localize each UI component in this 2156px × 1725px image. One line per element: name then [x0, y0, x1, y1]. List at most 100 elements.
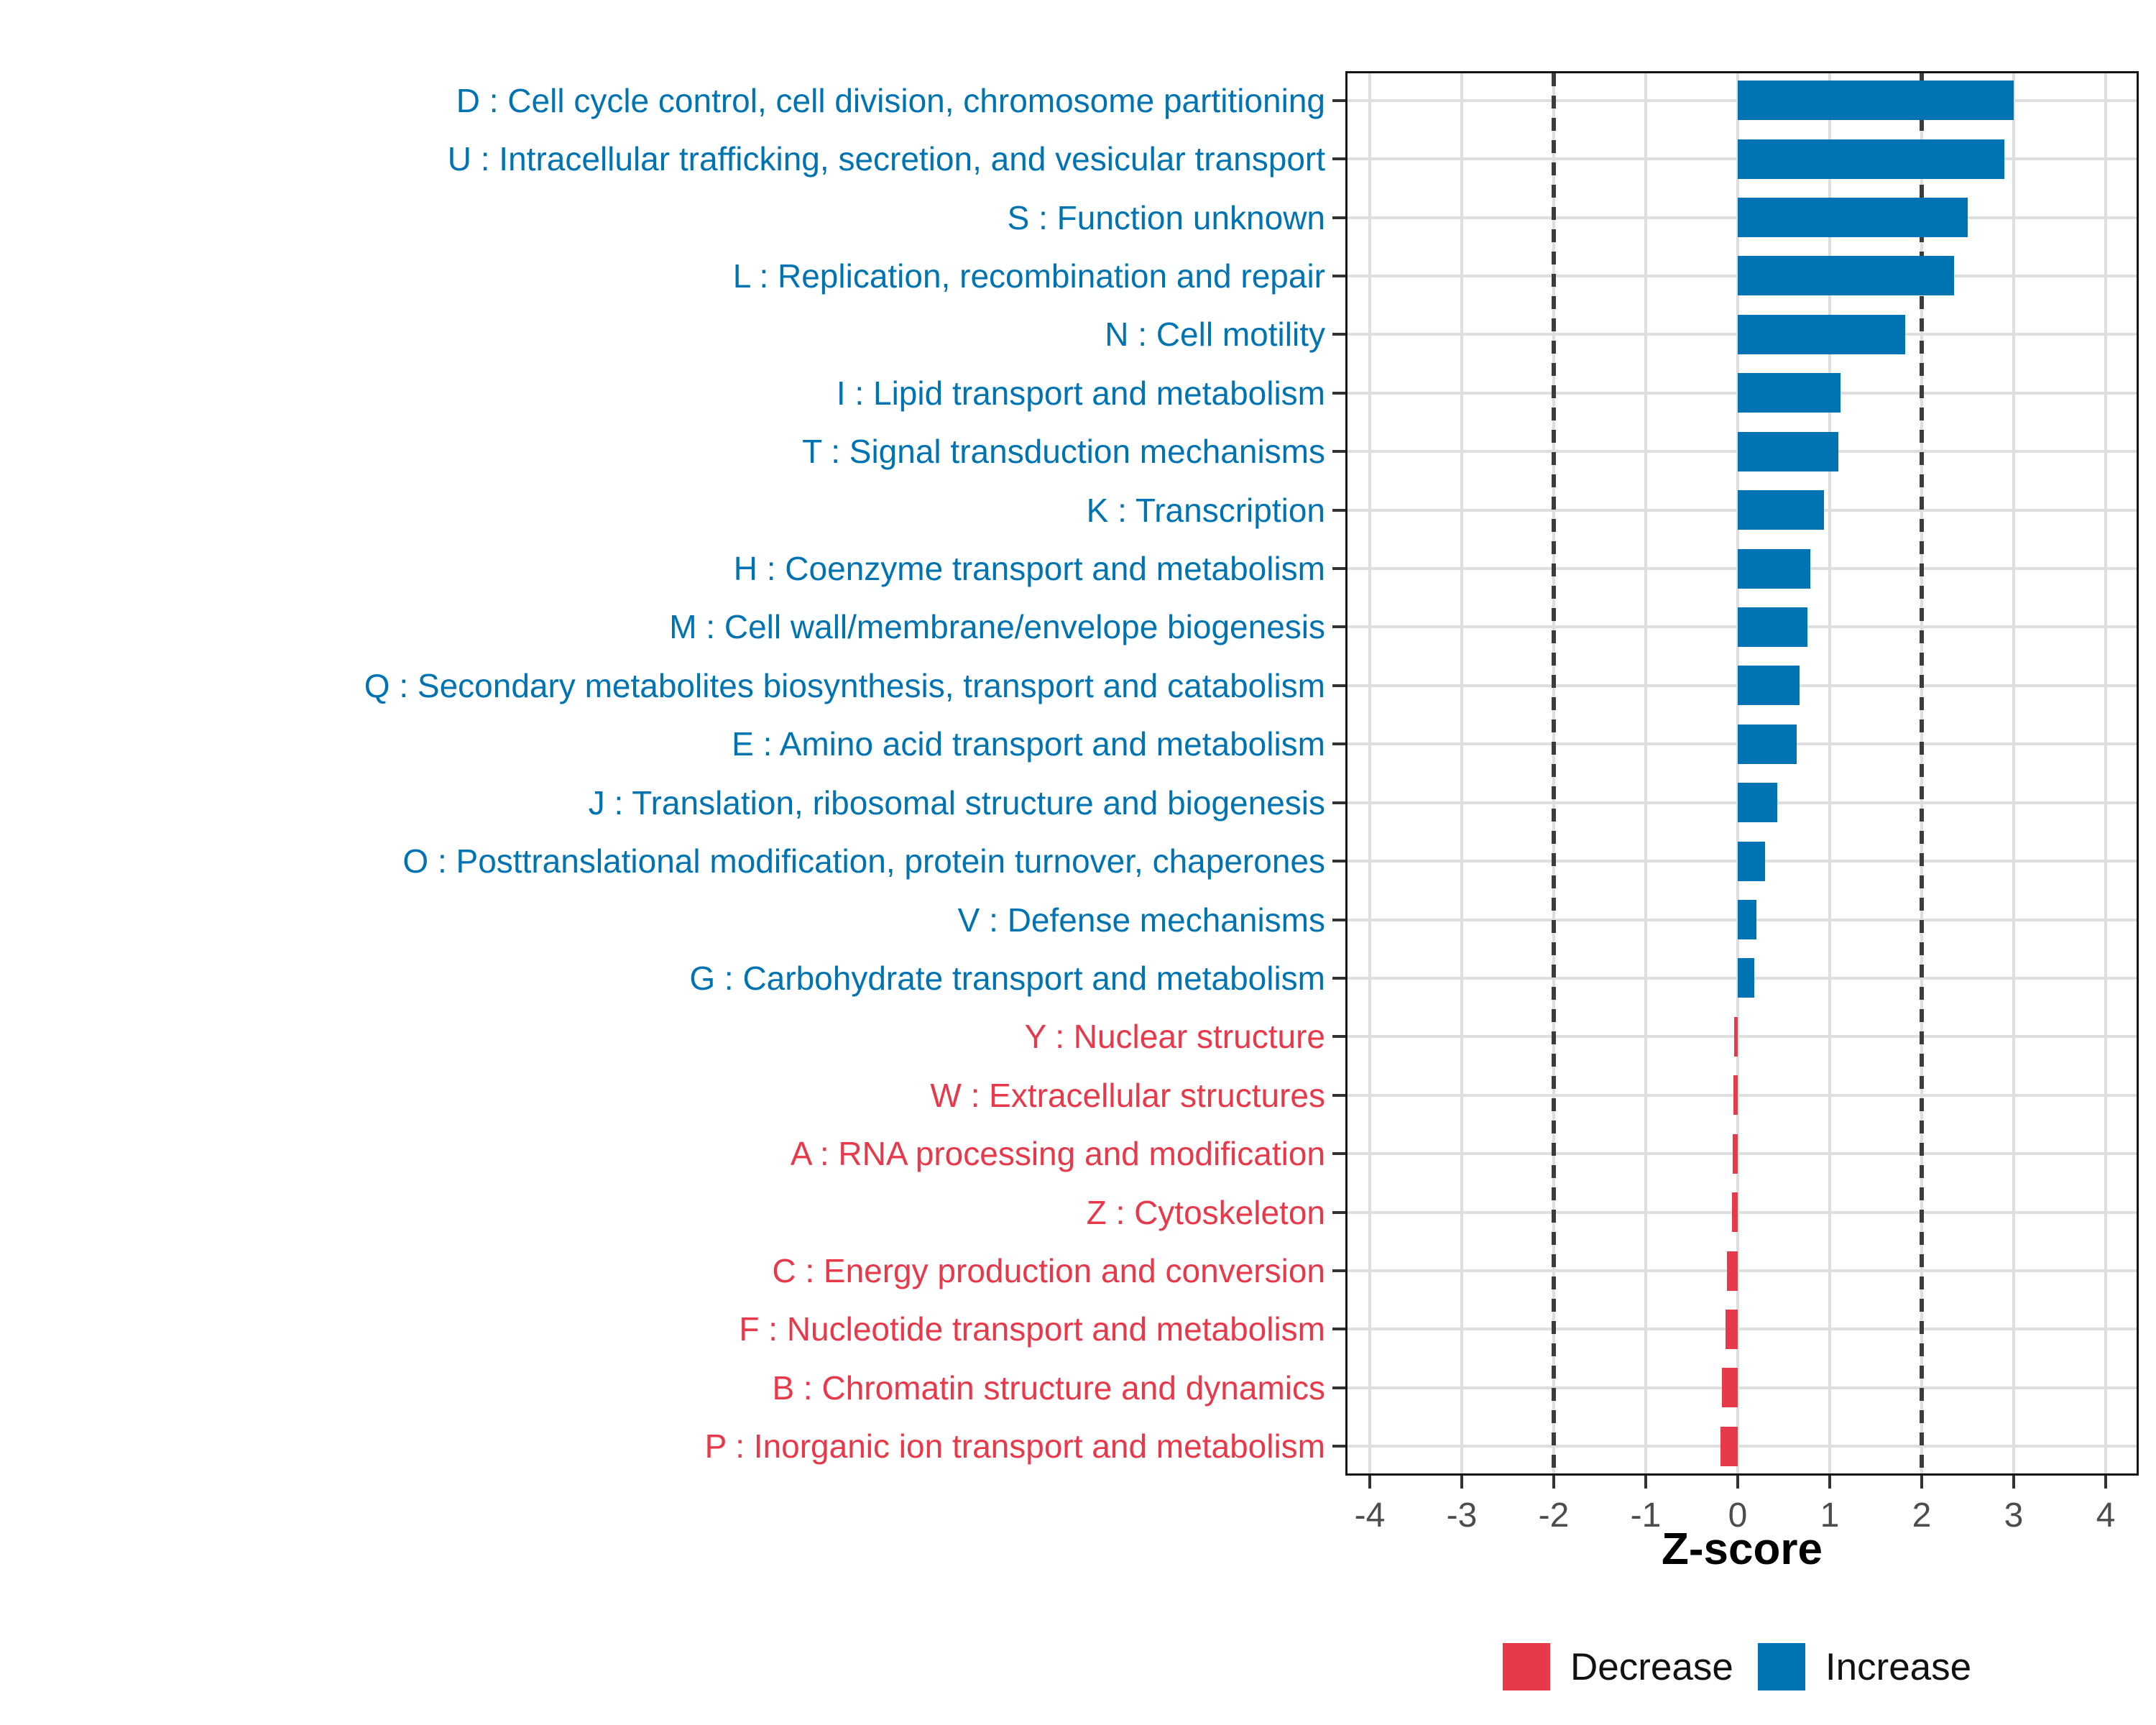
y-axis-tick — [1332, 1386, 1345, 1389]
y-axis-tick — [1332, 742, 1345, 746]
y-axis-label-E: E : Amino acid transport and metabolism — [732, 725, 1325, 763]
x-axis-tick — [1920, 1476, 1923, 1489]
x-axis-tick-label: 4 — [2096, 1496, 2116, 1535]
bar-W — [1733, 1075, 1738, 1116]
x-axis-title: Z-score — [1662, 1524, 1823, 1574]
bar-A — [1732, 1133, 1738, 1174]
x-axis-tick-label: -3 — [1446, 1496, 1478, 1535]
bar-S — [1738, 198, 1968, 238]
bar-K — [1738, 490, 1825, 530]
gridline-horizontal — [1348, 1269, 2137, 1273]
dashed-line-minus2 — [1552, 73, 1556, 1473]
legend-item-decrease: Decrease — [1503, 1643, 1733, 1690]
y-axis-tick — [1332, 684, 1345, 687]
gridline-vertical — [1460, 73, 1463, 1473]
y-axis-label-Y: Y : Nuclear structure — [1024, 1018, 1325, 1056]
y-axis-label-O: O : Posttranslational modification, prot… — [402, 842, 1325, 880]
x-axis-tick-label: -2 — [1538, 1496, 1570, 1535]
y-axis-label-F: F : Nucleotide transport and metabolism — [739, 1310, 1325, 1348]
y-axis-tick — [1332, 157, 1345, 161]
bar-T — [1738, 431, 1838, 472]
legend-label-increase: Increase — [1825, 1645, 1972, 1688]
x-axis-tick-label: 3 — [2004, 1496, 2024, 1535]
y-axis-label-P: P : Inorganic ion transport and metaboli… — [704, 1427, 1325, 1466]
y-axis-label-W: W : Extracellular structures — [930, 1076, 1325, 1114]
y-axis-label-M: M : Cell wall/membrane/envelope biogenes… — [669, 608, 1325, 646]
y-axis-tick — [1332, 860, 1345, 863]
y-axis-label-Z: Z : Cytoskeleton — [1086, 1193, 1325, 1231]
x-axis-tick-label: 0 — [1728, 1496, 1748, 1535]
x-axis-tick — [1828, 1476, 1831, 1489]
x-axis-tick — [2012, 1476, 2015, 1489]
x-axis-tick — [1736, 1476, 1739, 1489]
y-axis-label-C: C : Energy production and conversion — [772, 1252, 1325, 1290]
x-axis-tick — [1552, 1476, 1555, 1489]
dashed-line-plus2 — [1920, 73, 1924, 1473]
y-axis-tick — [1332, 1445, 1345, 1448]
y-axis-label-U: U : Intracellular trafficking, secretion… — [447, 140, 1325, 178]
y-axis-tick — [1332, 918, 1345, 921]
y-axis-label-K: K : Transcription — [1086, 491, 1325, 529]
bar-Q — [1738, 666, 1800, 706]
y-axis-label-T: T : Signal transduction mechanisms — [802, 433, 1325, 471]
y-axis-label-S: S : Function unknown — [1007, 198, 1325, 236]
bar-N — [1738, 314, 1905, 354]
y-axis-label-Q: Q : Secondary metabolites biosynthesis, … — [364, 666, 1325, 704]
y-axis-label-H: H : Coenzyme transport and metabolism — [733, 550, 1325, 588]
y-axis-tick — [1332, 1152, 1345, 1156]
x-axis-tick — [1368, 1476, 1371, 1489]
gridline-vertical — [1828, 73, 1831, 1473]
bar-H — [1738, 548, 1811, 589]
y-axis-label-L: L : Replication, recombination and repai… — [732, 257, 1325, 295]
plot-panel — [1345, 71, 2139, 1476]
bar-L — [1738, 256, 1954, 296]
y-axis-tick — [1332, 625, 1345, 629]
y-axis-tick — [1332, 508, 1345, 512]
y-axis-tick — [1332, 450, 1345, 454]
bar-P — [1720, 1426, 1738, 1466]
gridline-vertical — [1644, 73, 1647, 1473]
y-axis-tick — [1332, 333, 1345, 336]
bar-G — [1738, 958, 1755, 998]
y-axis-tick — [1332, 1035, 1345, 1039]
gridline-horizontal — [1348, 1386, 2137, 1389]
y-axis-label-G: G : Carbohydrate transport and metabolis… — [689, 959, 1325, 997]
gridline-vertical — [1736, 73, 1739, 1473]
gridline-vertical — [2104, 73, 2107, 1473]
bar-I — [1738, 373, 1841, 413]
bar-Y — [1733, 1016, 1738, 1057]
gridline-vertical — [1368, 73, 1371, 1473]
y-axis-tick — [1332, 1269, 1345, 1273]
x-axis-tick-label: 2 — [1912, 1496, 1932, 1535]
legend-label-decrease: Decrease — [1570, 1645, 1733, 1688]
bar-B — [1722, 1368, 1738, 1408]
bar-M — [1738, 607, 1808, 647]
y-axis-tick — [1332, 1210, 1345, 1214]
legend-swatch-increase-icon — [1757, 1643, 1805, 1690]
bar-Z — [1732, 1192, 1738, 1233]
bar-D — [1738, 80, 2014, 121]
bar-F — [1726, 1309, 1738, 1349]
x-axis-tick — [2104, 1476, 2107, 1489]
bar-J — [1738, 783, 1778, 823]
y-axis-tick — [1332, 98, 1345, 102]
y-axis-label-A: A : RNA processing and modification — [790, 1135, 1325, 1173]
y-axis-label-I: I : Lipid transport and metabolism — [836, 374, 1325, 412]
bar-O — [1738, 841, 1766, 881]
gridline-horizontal — [1348, 1035, 2137, 1039]
x-axis-tick — [1644, 1476, 1647, 1489]
y-axis-label-N: N : Cell motility — [1105, 316, 1325, 354]
y-axis-label-D: D : Cell cycle control, cell division, c… — [456, 81, 1325, 119]
gridline-horizontal — [1348, 1445, 2137, 1448]
legend: Decrease Increase — [1503, 1643, 1971, 1690]
gridline-horizontal — [1348, 1210, 2137, 1214]
x-axis-tick-label: -4 — [1354, 1496, 1386, 1535]
bar-C — [1726, 1251, 1738, 1291]
gridline-vertical — [2012, 73, 2015, 1473]
y-axis-tick — [1332, 216, 1345, 219]
y-axis-tick — [1332, 391, 1345, 395]
y-axis-label-V: V : Defense mechanisms — [957, 901, 1325, 939]
x-axis-tick-label: 1 — [1820, 1496, 1840, 1535]
bar-U — [1738, 139, 2005, 179]
